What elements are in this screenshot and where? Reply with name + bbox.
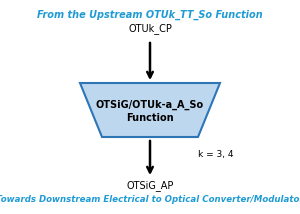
Polygon shape xyxy=(80,83,220,137)
Text: Function: Function xyxy=(126,113,174,123)
Text: OTSiG/OTUk-a_A_So: OTSiG/OTUk-a_A_So xyxy=(96,100,204,110)
Text: From the Upstream OTUk_TT_So Function: From the Upstream OTUk_TT_So Function xyxy=(37,10,263,20)
Text: OTUk_CP: OTUk_CP xyxy=(128,23,172,34)
Text: Towards Downstream Electrical to Optical Converter/Modulator: Towards Downstream Electrical to Optical… xyxy=(0,195,300,204)
Text: k = 3, 4: k = 3, 4 xyxy=(198,150,233,159)
Text: OTSiG_AP: OTSiG_AP xyxy=(126,180,174,191)
